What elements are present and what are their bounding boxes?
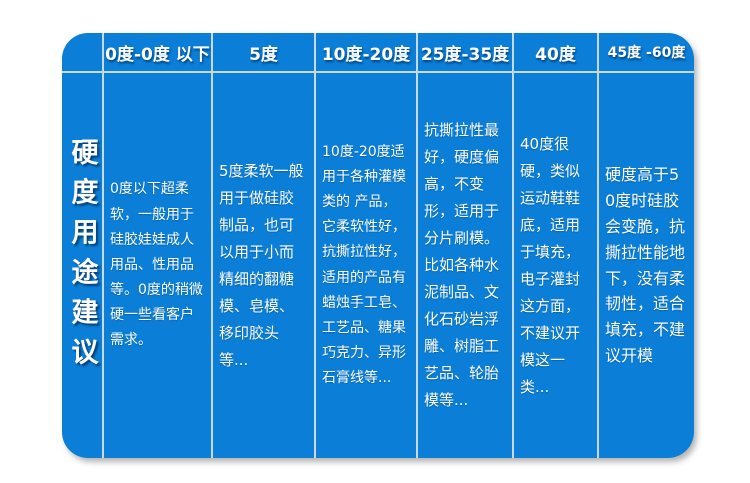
body-text-2: 10度-20度适用于各种灌模类的 产品，它柔软性好，抗撕拉性好，适用的产品有蜡烛… <box>322 143 406 387</box>
body-cell-3: 抗撕拉性最好，硬度偏高，不变形，适用于分片刷模。比如各种水泥制品、文化石砂岩浮雕… <box>418 73 512 458</box>
body-cell-1: 5度柔软一般用于做硅胶制品，也可以用于小而精细的翻糖模、皂模、移印胶头等... <box>213 73 314 458</box>
body-cell-4: 40度很 硬，类似运动鞋鞋底，适用于填充，电子灌封这方面，不建议开模这一类... <box>514 73 597 458</box>
column-header-3: 25度-35度 <box>418 33 512 71</box>
body-cell-5: 硬度高于50度时硅胶会变脆，抗撕拉性能地下，没有柔韧性，适合填充，不建议开模 <box>599 73 694 458</box>
body-cell-2: 10度-20度适用于各种灌模类的 产品，它柔软性好，抗撕拉性好，适用的产品有蜡烛… <box>316 73 416 458</box>
body-text-3: 抗撕拉性最好，硬度偏高，不变形，适用于分片刷模。比如各种水泥制品、文化石砂岩浮雕… <box>424 121 500 409</box>
row-label-cell: 硬度用途建议 <box>62 73 102 458</box>
body-text-0: 0度以下超柔软，一般用于硅胶娃娃成人用品、性用品等。0度的稍微硬一些看客户需求。 <box>110 181 203 349</box>
column-header-5: 45度 -60度 <box>599 33 694 71</box>
body-text-5: 硬度高于50度时硅胶会变脆，抗撕拉性能地下，没有柔韧性，适合填充，不建议开模 <box>605 164 686 366</box>
column-header-2: 10度-20度 <box>316 33 416 71</box>
corner-cell <box>62 33 102 71</box>
body-cell-0: 0度以下超柔软，一般用于硅胶娃娃成人用品、性用品等。0度的稍微硬一些看客户需求。 <box>104 73 211 458</box>
column-header-4: 40度 <box>514 33 597 71</box>
body-text-1: 5度柔软一般用于做硅胶制品，也可以用于小而精细的翻糖模、皂模、移印胶头等... <box>219 161 304 369</box>
column-header-1: 5度 <box>213 33 314 71</box>
column-header-0: 0度-0度 以下 <box>104 33 211 71</box>
row-label: 硬度用途建议 <box>66 137 98 378</box>
body-text-4: 40度很 硬，类似运动鞋鞋底，适用于填充，电子灌封这方面，不建议开模这一类... <box>520 134 581 396</box>
hardness-table: 0度-0度 以下 5度 10度-20度 25度-35度 40度 45度 -60度… <box>62 33 694 458</box>
